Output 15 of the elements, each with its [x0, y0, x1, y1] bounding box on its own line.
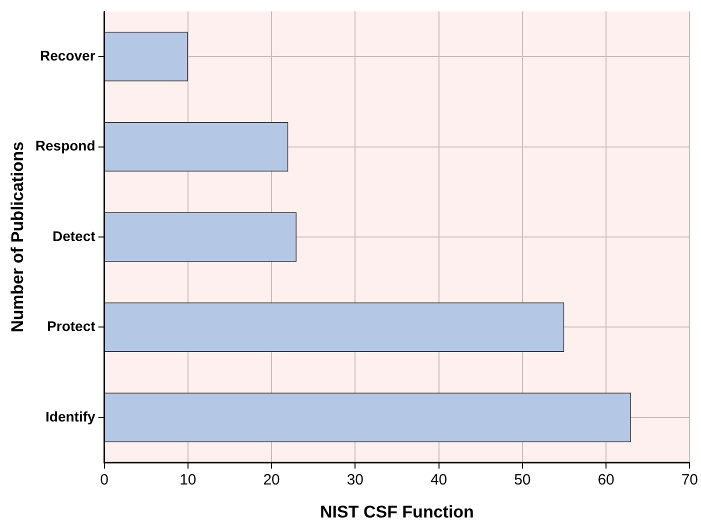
y-tick-label: Detect	[52, 228, 96, 244]
y-tick-label: Identify	[46, 408, 96, 424]
x-tick-label: 10	[180, 472, 196, 489]
y-tick-label: Respond	[35, 138, 96, 154]
y-axis-title: Number of Publications	[8, 142, 27, 332]
x-tick-label: 50	[514, 472, 531, 489]
x-axis-title: NIST CSF Function	[320, 502, 474, 522]
x-tick-label: 0	[100, 472, 108, 489]
x-tick-label: 70	[681, 472, 698, 489]
y-tick-label: Recover	[40, 47, 96, 64]
x-tick-label: 30	[346, 472, 364, 489]
x-tick-label: 60	[598, 472, 614, 489]
x-tick-label: 20	[263, 472, 280, 489]
x-tick-label: 40	[430, 472, 448, 489]
y-tick-label: Protect	[47, 318, 96, 334]
